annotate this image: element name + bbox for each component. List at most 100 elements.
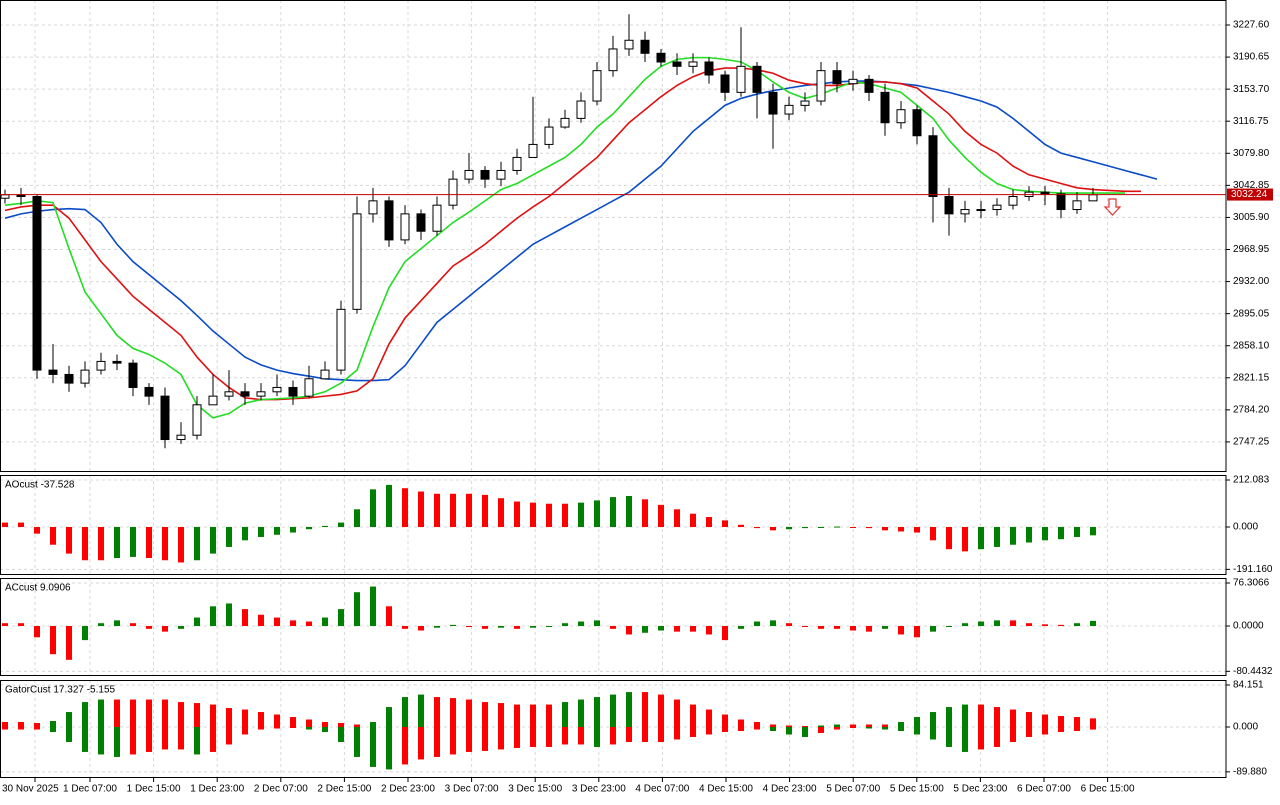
moving-average [4,67,1141,401]
gator-bar [450,727,456,755]
gator-bar [306,719,312,728]
gator-bar [290,727,296,729]
histogram-bar [18,623,24,627]
gator-bar [98,699,104,728]
gator-bar [738,727,744,731]
gator-bar [914,717,920,728]
gator-bar [594,727,600,747]
panel-title: ACcust 9.0906 [5,583,71,594]
gator-bar [146,699,152,728]
y-tick-label: 3190.65 [1233,52,1270,63]
y-tick-label: 3116.75 [1233,116,1269,127]
x-tick-label: 1 Dec 23:00 [190,784,244,795]
histogram-bar [530,626,536,628]
gator-bar [226,708,232,728]
candle-body [112,360,122,364]
histogram-bar [34,626,40,638]
y-tick-label: -89.880 [1233,766,1267,777]
histogram-bar [194,527,200,561]
candle-body [624,39,634,50]
x-tick-label: 3 Dec 15:00 [508,784,562,795]
gator-bar [866,724,872,728]
candle-body [704,61,714,76]
histogram-bar [930,626,936,632]
histogram-bar [242,527,248,541]
histogram-bar [866,527,872,529]
histogram-bar [754,527,760,529]
gator-bar [50,721,56,728]
candle-body [368,200,378,215]
candle-body [832,70,842,85]
histogram-bar [434,493,440,528]
histogram-bar [274,617,280,627]
histogram-bar [466,626,472,628]
gator-bar [786,725,792,728]
gator-bar [194,727,200,755]
gator-bar [578,699,584,728]
candle-body [880,91,890,124]
histogram-bar [1090,620,1096,627]
candle-body [336,308,346,371]
y-tick-label: 76.3066 [1233,578,1270,589]
histogram-bar [386,606,392,627]
gator-bar [434,697,440,728]
gator-bar [882,727,888,730]
x-tick-label: 4 Dec 07:00 [635,784,689,795]
gator-bar [370,727,376,767]
histogram-bar [722,520,728,528]
gator-bar [898,727,904,731]
candle-body [464,169,474,180]
candle-body [800,100,810,106]
gator-bar [610,727,616,745]
gator-bar [978,704,984,728]
y-tick-label: -191.160 [1233,564,1273,575]
gator-bar [338,727,344,742]
histogram-bar [146,626,152,629]
histogram-bar [418,491,424,528]
histogram-bar [1010,527,1016,545]
candle-body [240,391,250,397]
histogram-bar [482,494,488,528]
histogram-bar [546,626,552,628]
candle-body [976,209,986,212]
candle-body [592,70,602,102]
x-tick-label: 1 Dec 15:00 [127,784,181,795]
histogram-bar [402,626,408,629]
gator-bar [594,697,600,728]
histogram-bar [850,626,856,631]
x-tick-label: 5 Dec 07:00 [826,784,880,795]
histogram-bar [50,626,56,655]
candle-body [864,78,874,93]
histogram-bar [562,623,568,627]
y-tick-label: 2968.95 [1233,244,1270,255]
gator-bar [770,727,776,731]
gator-bar [50,727,56,732]
gator-bar [562,702,568,728]
histogram-bar [786,623,792,627]
panel-border [0,680,1227,778]
gator-bar [402,727,408,765]
candle-body [32,196,42,371]
gator-bar [114,699,120,728]
gator-bar [930,712,936,728]
gator-bar [274,714,280,728]
gator-bar [722,727,728,732]
histogram-bar [2,623,8,627]
gator-bar [530,704,536,728]
gator-bar [914,727,920,735]
gator-bar [34,723,40,728]
histogram-bar [274,527,280,535]
x-tick-label: 2 Dec 07:00 [254,784,308,795]
panel-title: AOcust -37.528 [5,480,75,491]
gator-bar [1074,717,1080,728]
gator-bar [850,724,856,728]
candle-body [672,61,682,67]
gator-bar [2,727,8,730]
histogram-bar [130,527,136,557]
gator-bar [498,727,504,750]
gator-bar [370,722,376,728]
histogram-bar [290,527,296,533]
histogram-bar [850,527,856,529]
histogram-bar [530,502,536,528]
